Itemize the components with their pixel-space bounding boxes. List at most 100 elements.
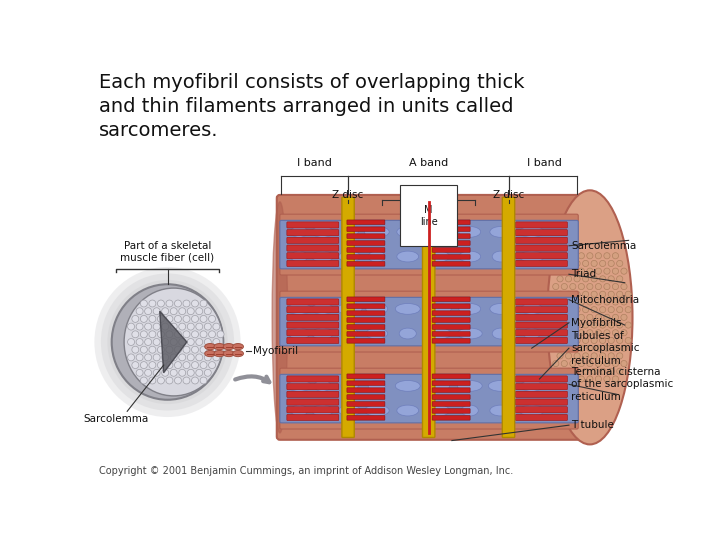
Circle shape (132, 346, 139, 353)
Ellipse shape (399, 381, 416, 392)
Circle shape (587, 299, 593, 305)
Ellipse shape (272, 202, 287, 433)
FancyBboxPatch shape (432, 339, 470, 343)
Ellipse shape (366, 251, 387, 262)
Circle shape (604, 253, 610, 259)
Circle shape (595, 345, 601, 351)
Circle shape (209, 315, 215, 322)
Circle shape (153, 354, 160, 361)
Ellipse shape (457, 303, 482, 314)
Ellipse shape (492, 405, 509, 416)
FancyBboxPatch shape (432, 332, 470, 336)
Circle shape (561, 330, 567, 336)
FancyBboxPatch shape (432, 220, 470, 225)
Circle shape (608, 322, 614, 328)
Ellipse shape (547, 190, 632, 444)
Ellipse shape (431, 405, 447, 416)
FancyBboxPatch shape (503, 197, 515, 437)
Circle shape (561, 299, 567, 305)
Circle shape (192, 377, 199, 384)
Circle shape (621, 284, 627, 289)
Circle shape (127, 339, 135, 346)
Ellipse shape (431, 251, 447, 262)
Ellipse shape (337, 328, 362, 339)
Ellipse shape (366, 381, 387, 392)
Circle shape (140, 362, 148, 369)
Circle shape (183, 331, 190, 338)
Circle shape (196, 354, 203, 361)
Ellipse shape (204, 343, 215, 350)
Ellipse shape (287, 251, 312, 262)
Ellipse shape (312, 405, 333, 416)
Circle shape (166, 362, 173, 369)
Circle shape (612, 376, 618, 382)
Circle shape (570, 253, 576, 259)
Circle shape (561, 253, 567, 259)
Circle shape (591, 291, 597, 298)
Ellipse shape (368, 328, 385, 339)
FancyBboxPatch shape (347, 304, 385, 308)
Text: Z disc: Z disc (493, 190, 524, 200)
FancyBboxPatch shape (432, 318, 470, 322)
Circle shape (625, 291, 631, 298)
Circle shape (561, 314, 567, 320)
FancyBboxPatch shape (287, 299, 339, 305)
Circle shape (578, 268, 585, 274)
FancyBboxPatch shape (280, 220, 578, 269)
Circle shape (204, 369, 211, 376)
Circle shape (200, 300, 207, 307)
Text: M
line: M line (420, 205, 438, 227)
Circle shape (127, 323, 135, 330)
Circle shape (557, 260, 563, 267)
FancyBboxPatch shape (287, 338, 339, 343)
Circle shape (591, 322, 597, 328)
Text: Mitochondria: Mitochondria (571, 295, 639, 305)
Circle shape (140, 300, 148, 307)
Circle shape (561, 345, 567, 351)
Circle shape (600, 260, 606, 267)
FancyBboxPatch shape (423, 197, 435, 437)
FancyBboxPatch shape (287, 307, 339, 313)
Circle shape (578, 376, 585, 382)
Circle shape (553, 361, 559, 367)
Circle shape (616, 338, 623, 343)
Circle shape (608, 353, 614, 359)
FancyBboxPatch shape (287, 376, 339, 382)
Circle shape (162, 308, 168, 315)
Circle shape (591, 307, 597, 313)
Circle shape (625, 322, 631, 328)
Polygon shape (160, 311, 187, 373)
Circle shape (587, 361, 593, 367)
FancyBboxPatch shape (516, 322, 567, 328)
FancyBboxPatch shape (432, 248, 470, 252)
Ellipse shape (428, 381, 449, 392)
Circle shape (149, 331, 156, 338)
Circle shape (179, 339, 186, 346)
Circle shape (553, 284, 559, 289)
Circle shape (557, 353, 563, 359)
Circle shape (625, 307, 631, 313)
Ellipse shape (289, 381, 310, 392)
Circle shape (582, 368, 589, 374)
Circle shape (217, 346, 224, 353)
Ellipse shape (492, 226, 509, 237)
Ellipse shape (368, 405, 385, 416)
Circle shape (582, 260, 589, 267)
Ellipse shape (312, 251, 333, 262)
Circle shape (140, 377, 148, 384)
Circle shape (595, 299, 601, 305)
Ellipse shape (112, 284, 223, 400)
Text: Myofibrils: Myofibrils (571, 318, 622, 328)
Circle shape (582, 322, 589, 328)
FancyBboxPatch shape (432, 261, 470, 266)
Ellipse shape (291, 303, 307, 314)
Circle shape (200, 362, 207, 369)
FancyBboxPatch shape (516, 383, 567, 390)
Text: Terminal cisterna
of the sarcoplasmic
reticulum: Terminal cisterna of the sarcoplasmic re… (571, 367, 673, 402)
Circle shape (557, 368, 563, 374)
FancyBboxPatch shape (347, 234, 385, 239)
FancyBboxPatch shape (347, 416, 385, 420)
Circle shape (170, 339, 177, 346)
Ellipse shape (395, 251, 420, 262)
Circle shape (158, 300, 164, 307)
